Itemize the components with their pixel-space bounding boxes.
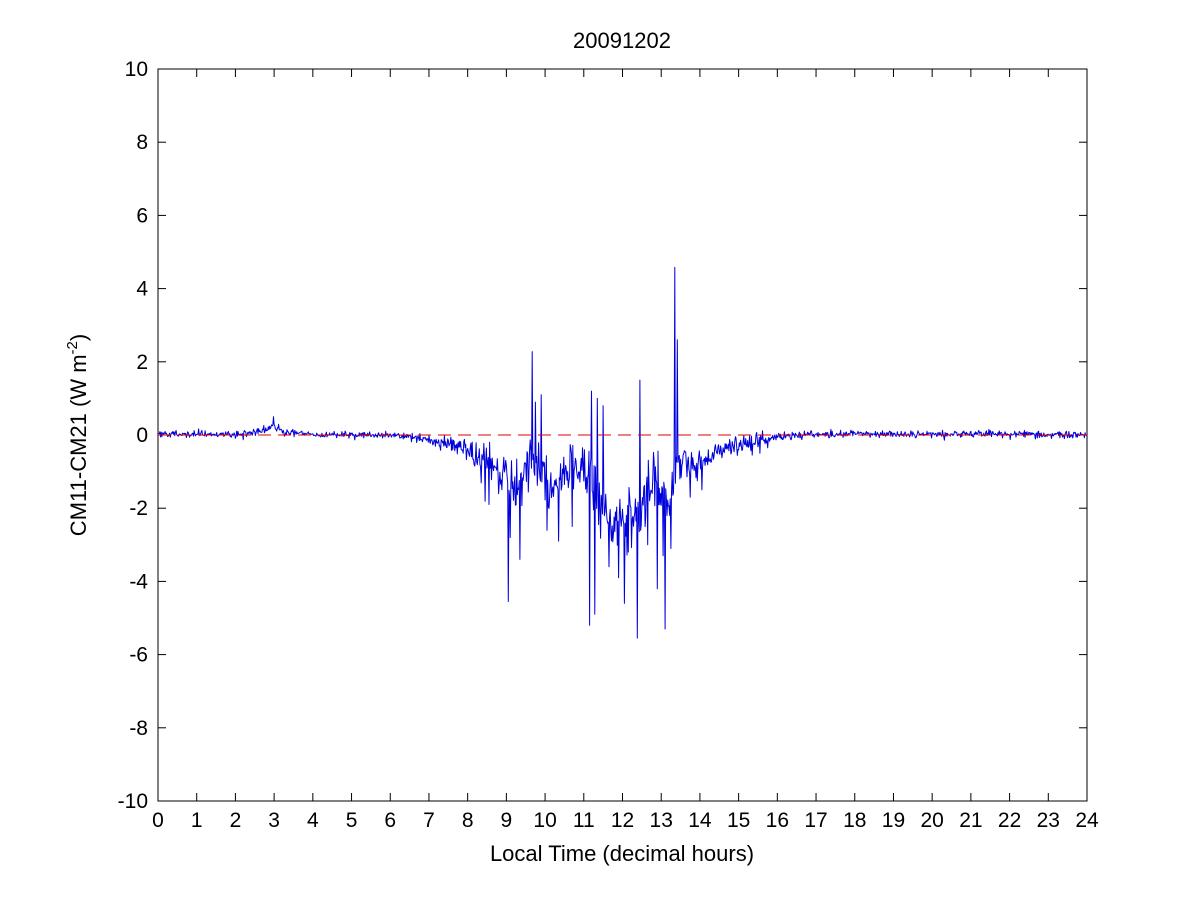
x-tick-label: 5 bbox=[346, 809, 358, 832]
x-tick-label: 15 bbox=[727, 809, 750, 832]
plot-area bbox=[158, 266, 1087, 639]
x-tick-label: 23 bbox=[1037, 809, 1060, 832]
x-tick-label: 13 bbox=[650, 809, 673, 832]
y-tick-label: 2 bbox=[136, 351, 148, 374]
data-series-group bbox=[158, 266, 1087, 639]
y-axis-label-superscript: -2 bbox=[64, 341, 81, 354]
y-tick-label: 8 bbox=[136, 131, 148, 154]
x-tick-label: 19 bbox=[882, 809, 905, 832]
y-tick-label: 0 bbox=[136, 424, 148, 447]
y-tick-label: -4 bbox=[129, 570, 148, 593]
chart-title: 20091202 bbox=[573, 28, 671, 53]
x-tick-label: 10 bbox=[533, 809, 556, 832]
y-tick-label: -2 bbox=[129, 497, 148, 520]
x-tick-label: 8 bbox=[462, 809, 474, 832]
x-axis-label: Local Time (decimal hours) bbox=[490, 841, 754, 866]
y-tick-label: -10 bbox=[118, 790, 148, 813]
x-tick-label: 2 bbox=[230, 809, 242, 832]
x-tick-label: 22 bbox=[998, 809, 1021, 832]
y-tick-label: 6 bbox=[136, 204, 148, 227]
y-axis-label-close: ) bbox=[66, 334, 91, 341]
x-tick-label: 1 bbox=[191, 809, 203, 832]
x-tick-label: 11 bbox=[573, 809, 595, 832]
x-tick-label: 21 bbox=[959, 809, 982, 832]
x-tick-label: 6 bbox=[384, 809, 396, 832]
y-tick-label: -6 bbox=[129, 644, 148, 667]
x-tick-label: 24 bbox=[1075, 809, 1099, 832]
axis-tick-labels: 0 1 2 3 4 5 6 7 8 9 10 11 12 13 14 15 16 17 18 19 20 21 22 23 24… bbox=[118, 58, 1099, 832]
axis-ticks bbox=[157, 68, 1088, 802]
x-tick-label: 14 bbox=[688, 809, 712, 832]
x-tick-label: 9 bbox=[501, 809, 513, 832]
x-tick-label: 7 bbox=[423, 809, 435, 832]
y-tick-label: -8 bbox=[129, 717, 148, 740]
x-tick-label: 4 bbox=[307, 809, 319, 832]
x-tick-label: 18 bbox=[843, 809, 866, 832]
y-axis-label: CM11-CM21 (W m-2) bbox=[64, 334, 91, 536]
x-tick-label: 3 bbox=[268, 809, 280, 832]
y-tick-label: 10 bbox=[125, 58, 148, 81]
data-series-line bbox=[158, 266, 1087, 639]
y-tick-label: 4 bbox=[136, 278, 148, 301]
x-tick-label: 20 bbox=[920, 809, 943, 832]
x-tick-label: 0 bbox=[152, 809, 164, 832]
x-tick-label: 12 bbox=[611, 809, 634, 832]
x-tick-label: 17 bbox=[804, 809, 827, 832]
x-tick-label: 16 bbox=[766, 809, 789, 832]
y-axis-label-main: CM11-CM21 (W m bbox=[66, 354, 91, 536]
